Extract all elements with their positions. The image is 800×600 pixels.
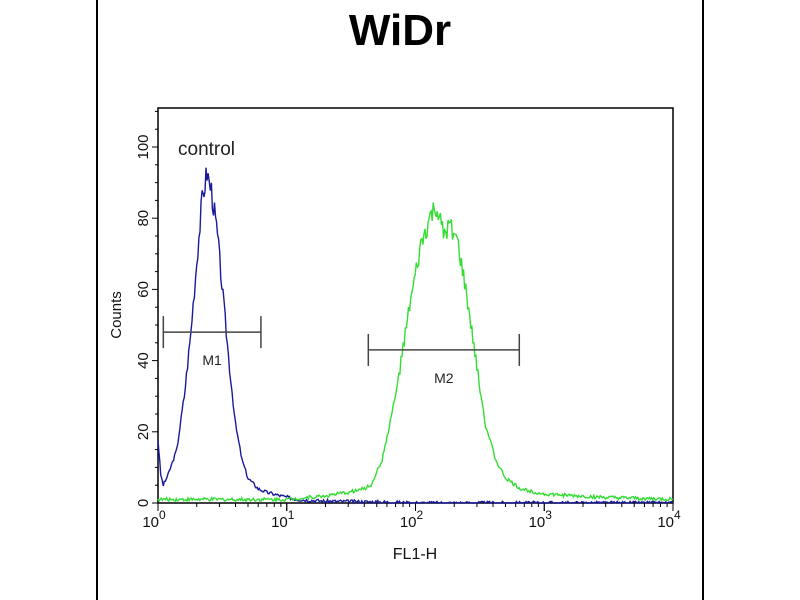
x-tick-exponent: 2: [417, 508, 424, 522]
y-tick-label: 20: [135, 423, 152, 440]
x-tick-label: 103: [529, 508, 553, 531]
x-tick-exponent: 4: [674, 508, 681, 522]
x-tick-base: 10: [271, 514, 288, 531]
marker-label: M1: [202, 352, 222, 368]
chart-title: WiDr: [348, 6, 452, 55]
frame-right-border: [702, 0, 704, 600]
x-tick-base: 10: [400, 514, 417, 531]
marker-label: M2: [434, 370, 454, 386]
y-tick-label: 100: [135, 134, 152, 159]
x-tick-base: 10: [529, 514, 546, 531]
x-tick-label: 100: [142, 508, 166, 531]
y-tick-label: 80: [135, 210, 152, 227]
x-axis-label: FL1-H: [393, 546, 437, 563]
x-tick-label: 102: [400, 508, 424, 531]
x-tick-exponent: 3: [545, 508, 552, 522]
x-tick-base: 10: [657, 514, 674, 531]
x-tick-label: 104: [657, 508, 681, 531]
y-axis-label: Counts: [108, 291, 125, 339]
y-tick-label: 0: [135, 499, 152, 507]
x-tick-base: 10: [142, 514, 159, 531]
y-tick-label: 60: [135, 281, 152, 298]
x-tick-exponent: 1: [288, 508, 295, 522]
y-tick-label: 40: [135, 352, 152, 369]
plot-frame: [157, 107, 674, 504]
control-label: control: [178, 139, 235, 160]
x-tick-label: 101: [271, 508, 295, 531]
x-tick-exponent: 0: [159, 508, 166, 522]
control-histogram-line: [157, 167, 674, 505]
sample-histogram-line: [157, 202, 674, 504]
frame-left-border: [96, 0, 98, 600]
